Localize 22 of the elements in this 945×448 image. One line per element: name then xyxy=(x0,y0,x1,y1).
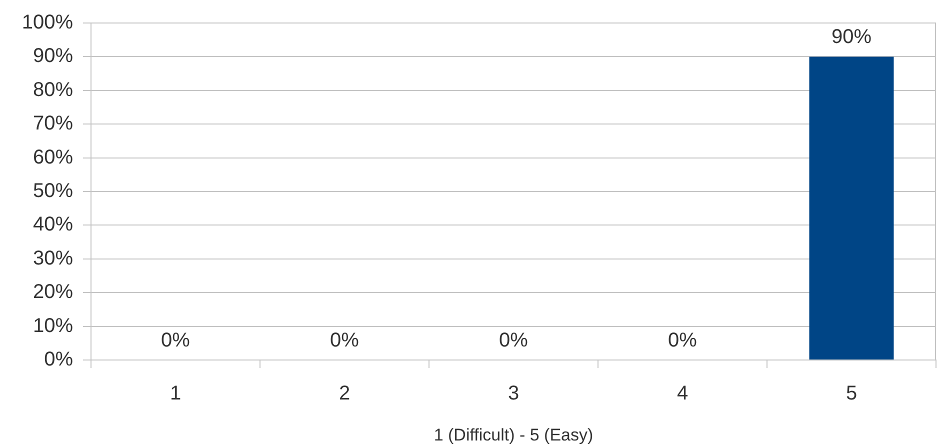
x-tick-label: 2 xyxy=(338,382,350,405)
data-label: 0% xyxy=(668,330,698,352)
y-tick-label: 20% xyxy=(32,281,74,304)
y-tick-label: 30% xyxy=(32,247,74,270)
y-tick-label: 70% xyxy=(32,112,74,135)
x-tick-label: 5 xyxy=(846,382,858,405)
data-label: 0% xyxy=(330,330,360,352)
x-tick-label: 4 xyxy=(676,382,688,405)
data-label: 90% xyxy=(831,26,872,48)
y-tick-label: 60% xyxy=(32,146,74,168)
data-label: 0% xyxy=(499,330,528,352)
x-tick-label: 1 xyxy=(170,382,182,405)
y-tick-label: 80% xyxy=(32,78,74,101)
y-tick-label: 90% xyxy=(32,45,74,68)
x-axis-title: 1 (Difficult) - 5 (Easy) xyxy=(434,425,594,444)
data-label: 0% xyxy=(161,330,190,352)
y-tick-label: 10% xyxy=(32,314,74,337)
x-tick-label: 3 xyxy=(508,382,520,405)
y-tick-label: 40% xyxy=(32,214,74,236)
y-tick-label: 100% xyxy=(22,12,74,34)
y-tick-label: 0% xyxy=(44,348,74,371)
y-tick-label: 50% xyxy=(32,180,74,202)
